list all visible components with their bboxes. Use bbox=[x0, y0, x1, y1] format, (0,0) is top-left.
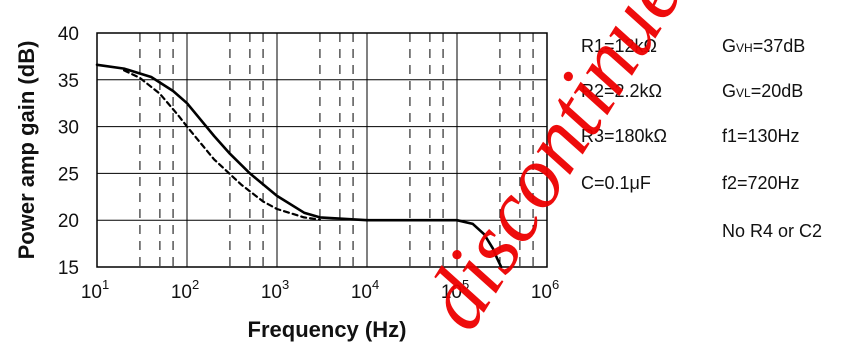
component-value-label: R2=2.2kΩ bbox=[581, 81, 662, 101]
component-value-label: R3=180kΩ bbox=[581, 126, 667, 146]
component-value-label: R1=12kΩ bbox=[581, 36, 657, 56]
gain-spec-label: GVH=37dB bbox=[722, 36, 805, 56]
tick-labels: 101 102 103 104 105 106 15 20 25 30 35 40 bbox=[58, 24, 559, 303]
y-tick-label: 15 bbox=[58, 258, 79, 279]
x-axis-title: Frequency (Hz) bbox=[248, 317, 407, 342]
y-tick-label: 30 bbox=[58, 118, 79, 139]
solid-gain-curve bbox=[95, 63, 503, 269]
x-tick-label: 101 bbox=[81, 277, 109, 303]
x-tick-label: 102 bbox=[171, 277, 199, 303]
gain-spec-label: f2=720Hz bbox=[722, 173, 800, 193]
footer-note: No R4 or C2 bbox=[722, 221, 822, 241]
dashed-gain-curve bbox=[123, 69, 321, 221]
component-value-label: C=0.1μF bbox=[581, 173, 651, 193]
x-tick-label: 103 bbox=[261, 277, 289, 303]
y-axis-title: Power amp gain (dB) bbox=[14, 41, 39, 260]
component-annotations: R1=12kΩ R2=2.2kΩ R3=180kΩ C=0.1μF GVH=37dB GV… bbox=[581, 36, 822, 241]
x-tick-label: 105 bbox=[441, 277, 469, 303]
x-tick-label: 104 bbox=[351, 277, 379, 303]
gain-spec-label: f1=130Hz bbox=[722, 126, 800, 146]
watermark: discontinued bbox=[405, 0, 726, 345]
x-tick-label: 106 bbox=[531, 277, 559, 303]
y-tick-label: 35 bbox=[58, 71, 79, 92]
gain-spec-label: GVL=20dB bbox=[722, 81, 803, 101]
plot-frame bbox=[96, 32, 548, 268]
y-tick-label: 20 bbox=[58, 211, 79, 232]
y-tick-label: 25 bbox=[58, 164, 79, 185]
series-layer bbox=[95, 63, 503, 269]
y-tick-label: 40 bbox=[58, 24, 79, 45]
